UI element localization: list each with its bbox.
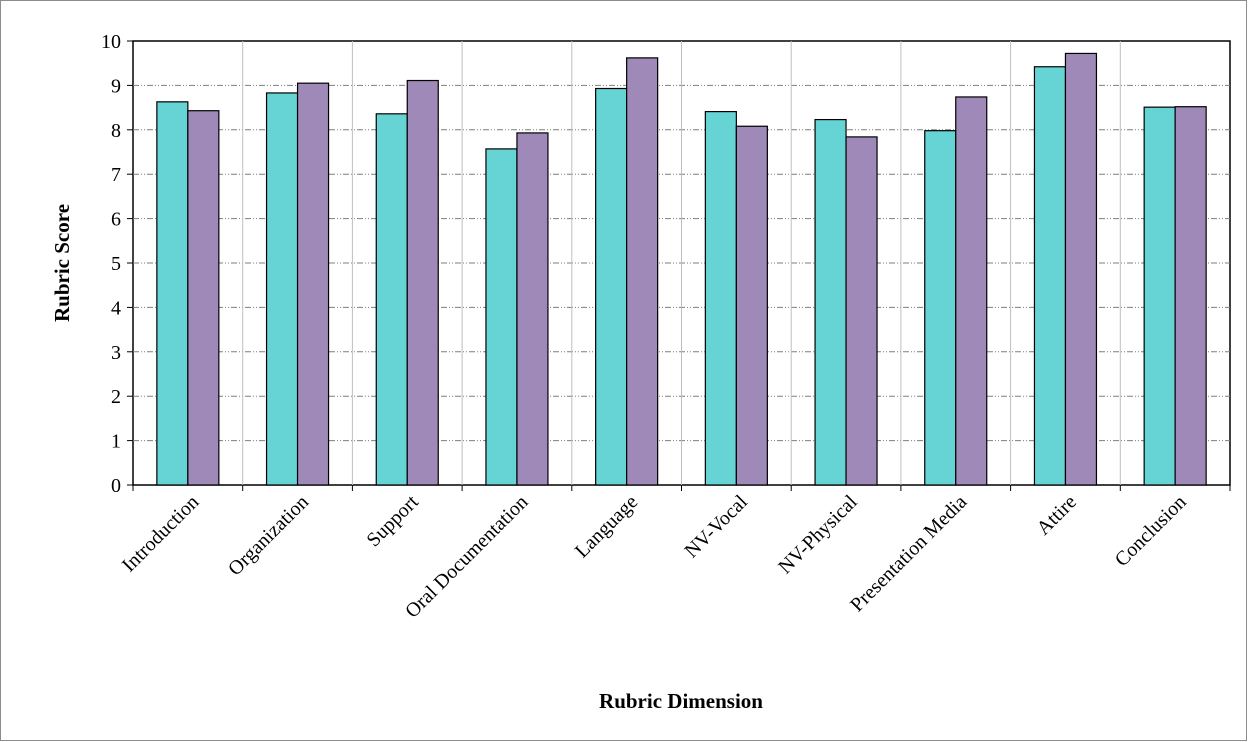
bar	[845, 136, 878, 486]
bar	[955, 96, 988, 486]
bar	[485, 148, 518, 486]
bar	[814, 118, 847, 486]
x-tick-label: Presentation Media	[846, 491, 971, 616]
bar	[375, 113, 408, 486]
bar	[406, 79, 439, 486]
bar	[516, 132, 549, 486]
y-tick-label: 4	[111, 297, 121, 319]
y-tick-label: 0	[111, 475, 121, 497]
bar	[187, 110, 220, 486]
x-tick-label: Introduction	[118, 491, 203, 576]
bar	[626, 57, 659, 486]
y-tick-label: 6	[111, 209, 121, 231]
y-tick-label: 2	[111, 386, 121, 408]
y-tick-label: 9	[111, 75, 121, 97]
bars	[156, 52, 1207, 486]
bar	[1033, 66, 1067, 486]
y-tick-label: 8	[111, 120, 121, 142]
bar	[924, 130, 957, 486]
y-tick-label: 7	[111, 164, 121, 186]
y-tick-label: 1	[111, 431, 121, 453]
x-tick-label: Conclusion	[1111, 491, 1191, 571]
x-tick-label: Organization	[224, 491, 313, 580]
y-axis-ticks: 0 1 2 3 4 5 6 7 8 9 10	[101, 31, 133, 497]
x-tick-label: Language	[571, 491, 642, 562]
x-tick-label: Oral Documentation	[401, 491, 532, 622]
bar	[735, 125, 768, 486]
y-axis-title: Rubric Score	[50, 204, 74, 322]
bar	[1174, 106, 1207, 486]
x-tick-label: Support	[362, 491, 423, 552]
bar	[296, 82, 330, 486]
y-tick-label: 3	[111, 342, 121, 364]
x-tick-label: Attire	[1032, 491, 1081, 540]
x-tick-label: NV-Physical	[774, 491, 862, 579]
bar	[1143, 106, 1176, 486]
bar	[595, 87, 628, 486]
x-axis-title: Rubric Dimension	[599, 689, 763, 713]
bar	[156, 101, 189, 486]
y-tick-label: 5	[111, 253, 121, 275]
x-tick-label: NV-Vocal	[681, 491, 753, 563]
bar	[265, 92, 299, 486]
bar	[704, 110, 737, 486]
y-tick-label: 10	[101, 31, 121, 53]
bar	[1064, 52, 1098, 486]
